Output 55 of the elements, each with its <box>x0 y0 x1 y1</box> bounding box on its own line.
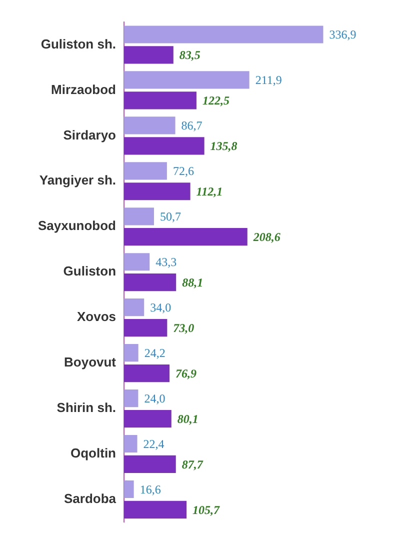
bar <box>124 389 138 408</box>
y-tick-label: Guliston <box>63 264 116 279</box>
data-label: 72,6 <box>172 164 194 178</box>
bar <box>124 71 250 89</box>
bar <box>124 228 248 246</box>
data-label: 76,9 <box>175 366 196 380</box>
data-label: 135,8 <box>210 139 238 154</box>
bar <box>124 298 144 316</box>
data-label: 73,0 <box>173 320 194 335</box>
data-label: 83,5 <box>179 48 200 62</box>
bar <box>124 410 172 428</box>
data-label: 16,6 <box>140 482 161 496</box>
data-label: 24,0 <box>144 391 166 406</box>
data-label: 86,7 <box>181 118 202 133</box>
y-tick-label: Sirdaryo <box>63 127 116 142</box>
y-tick-label: Yangiyer sh. <box>39 172 116 188</box>
bar <box>124 116 176 134</box>
data-label: 208,6 <box>252 230 280 244</box>
data-label: 112,1 <box>196 184 223 198</box>
y-tick-label: Sayxunobod <box>38 218 116 234</box>
y-tick-label: Sardoba <box>64 491 117 506</box>
y-tick-label: Guliston sh. <box>40 36 116 52</box>
data-label: 24,2 <box>144 346 166 360</box>
data-label: 34,0 <box>150 300 172 314</box>
bar <box>124 434 138 453</box>
bar <box>124 319 168 337</box>
y-tick-label: Oqoltin <box>70 446 116 461</box>
data-label: 22,4 <box>143 436 164 451</box>
data-label: 43,3 <box>156 255 177 270</box>
bar <box>124 182 190 200</box>
data-label: 105,7 <box>192 502 221 517</box>
data-label: 336,9 <box>329 28 356 42</box>
bar <box>124 26 324 44</box>
data-label: 87,7 <box>182 457 204 472</box>
bar <box>124 274 176 292</box>
data-label: 80,1 <box>177 412 198 426</box>
bar <box>124 455 176 474</box>
data-label: 88,1 <box>182 275 204 290</box>
y-tick-label: Shirin sh. <box>56 400 116 416</box>
data-label: 50,7 <box>160 210 181 224</box>
bar <box>124 364 170 382</box>
data-label: 122,5 <box>202 94 230 108</box>
bar <box>124 253 150 271</box>
bar <box>124 162 167 180</box>
bar <box>124 500 187 518</box>
bar <box>124 137 204 155</box>
data-label: 211,9 <box>255 73 282 88</box>
y-tick-label: Xovos <box>76 309 116 324</box>
bar <box>124 208 154 226</box>
y-tick-label: Mirzaobod <box>51 82 116 97</box>
bar <box>124 92 196 110</box>
bar <box>124 46 174 64</box>
bar <box>124 480 134 498</box>
y-tick-label: Boyovut <box>64 354 117 370</box>
bar <box>124 344 138 362</box>
